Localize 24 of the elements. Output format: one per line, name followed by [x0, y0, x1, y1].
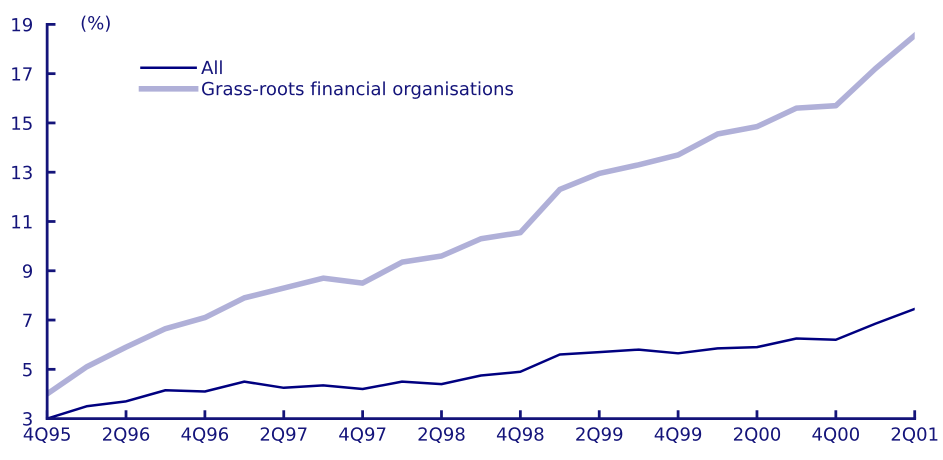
y-tick-label: 13	[12, 166, 32, 180]
x-tick-label: 2Q01	[892, 427, 938, 443]
x-tick-label: 2Q98	[418, 427, 465, 443]
y-tick-label: 5	[23, 363, 32, 376]
x-tick-label: 2Q00	[734, 427, 780, 443]
y-tick-label: 15	[12, 116, 32, 130]
y-tick-label: 11	[12, 215, 32, 228]
y-tick-label: 7	[23, 314, 32, 327]
y-tick-label: 17	[12, 67, 32, 81]
x-tick-label: 4Q98	[496, 427, 544, 443]
y-tick-label: 9	[22, 264, 32, 278]
x-tick-label: 4Q96	[181, 427, 228, 443]
y-tick-label: 3	[23, 412, 32, 426]
legend-label: All	[201, 60, 222, 74]
y-axis-title: (%)	[82, 16, 110, 32]
x-tick-label: 4Q99	[654, 427, 702, 443]
x-tick-label: 4Q97	[339, 427, 386, 443]
x-tick-label: 2Q99	[576, 427, 622, 443]
x-tick-label: 2Q96	[103, 427, 150, 443]
y-tick-label: 19	[12, 18, 32, 32]
x-tick-label: 2Q97	[260, 427, 307, 443]
x-tick-label: 4Q00	[812, 427, 859, 443]
x-tick-label: 4Q95	[24, 427, 70, 443]
legend-label: Grass-roots financial organisations	[202, 81, 514, 99]
